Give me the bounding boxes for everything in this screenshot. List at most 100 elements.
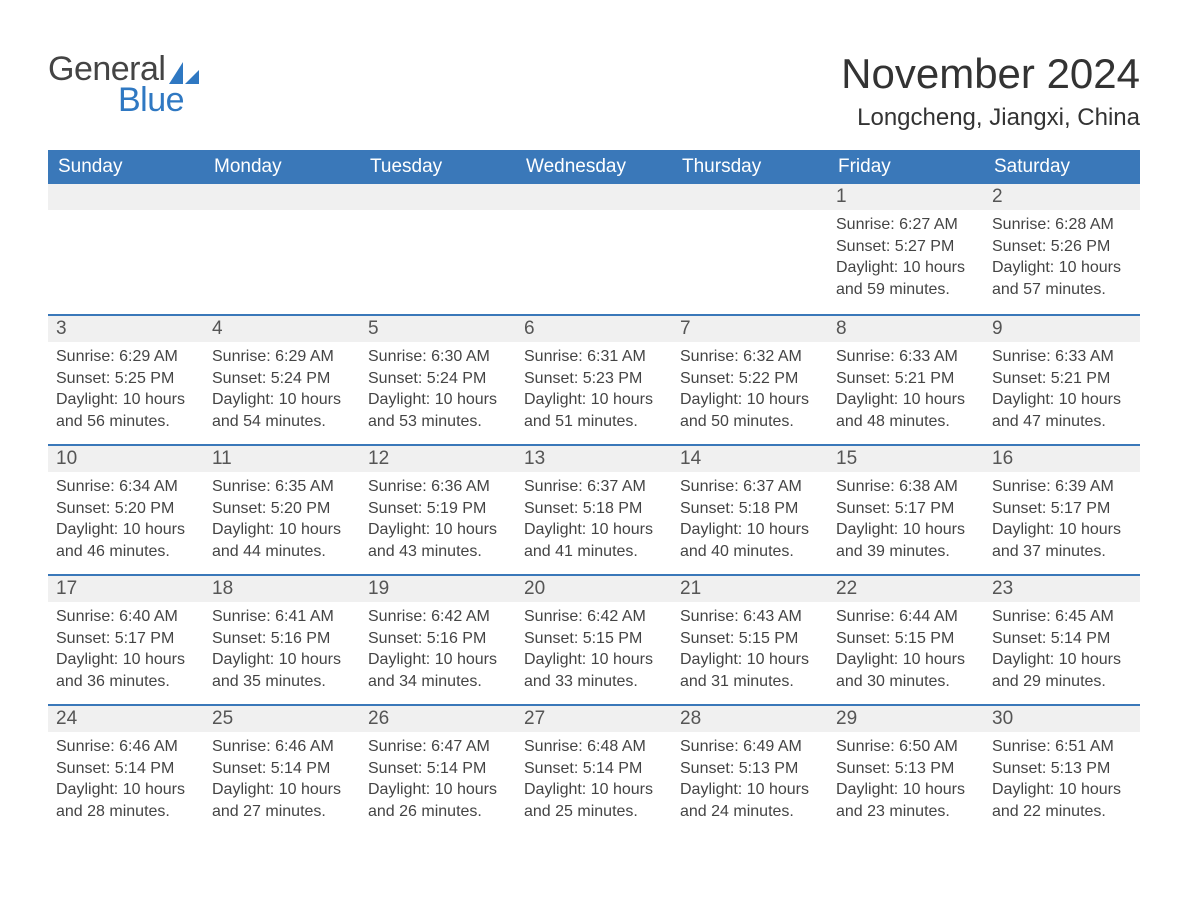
day-details: Sunrise: 6:30 AMSunset: 5:24 PMDaylight:… [360,342,516,440]
calendar-cell: 9Sunrise: 6:33 AMSunset: 5:21 PMDaylight… [984,314,1140,444]
calendar-week: 10Sunrise: 6:34 AMSunset: 5:20 PMDayligh… [48,444,1140,574]
day-number: 13 [516,444,672,472]
calendar-cell [516,184,672,314]
calendar-cell: 8Sunrise: 6:33 AMSunset: 5:21 PMDaylight… [828,314,984,444]
header-row: SundayMondayTuesdayWednesdayThursdayFrid… [48,150,1140,184]
day-details: Sunrise: 6:43 AMSunset: 5:15 PMDaylight:… [672,602,828,700]
daylight-line: Daylight: 10 hours and 47 minutes. [992,389,1132,432]
sunset-line: Sunset: 5:14 PM [368,758,508,780]
month-title: November 2024 [841,50,1140,98]
day-number: 29 [828,704,984,732]
day-header: Tuesday [360,150,516,184]
calendar-cell: 25Sunrise: 6:46 AMSunset: 5:14 PMDayligh… [204,704,360,834]
sunset-line: Sunset: 5:19 PM [368,498,508,520]
calendar-cell: 15Sunrise: 6:38 AMSunset: 5:17 PMDayligh… [828,444,984,574]
daylight-line: Daylight: 10 hours and 22 minutes. [992,779,1132,822]
day-header: Monday [204,150,360,184]
sunset-line: Sunset: 5:17 PM [56,628,196,650]
sunrise-line: Sunrise: 6:43 AM [680,606,820,628]
day-header: Wednesday [516,150,672,184]
day-details: Sunrise: 6:29 AMSunset: 5:25 PMDaylight:… [48,342,204,440]
daylight-line: Daylight: 10 hours and 37 minutes. [992,519,1132,562]
day-number-empty [672,184,828,210]
sunset-line: Sunset: 5:24 PM [368,368,508,390]
calendar-cell: 2Sunrise: 6:28 AMSunset: 5:26 PMDaylight… [984,184,1140,314]
daylight-line: Daylight: 10 hours and 23 minutes. [836,779,976,822]
day-number: 16 [984,444,1140,472]
daylight-line: Daylight: 10 hours and 30 minutes. [836,649,976,692]
sunset-line: Sunset: 5:21 PM [992,368,1132,390]
sunrise-line: Sunrise: 6:40 AM [56,606,196,628]
sunset-line: Sunset: 5:13 PM [680,758,820,780]
daylight-line: Daylight: 10 hours and 28 minutes. [56,779,196,822]
sunset-line: Sunset: 5:25 PM [56,368,196,390]
title-block: November 2024 Longcheng, Jiangxi, China [841,50,1140,132]
sunrise-line: Sunrise: 6:27 AM [836,214,976,236]
day-number: 20 [516,574,672,602]
daylight-line: Daylight: 10 hours and 46 minutes. [56,519,196,562]
daylight-line: Daylight: 10 hours and 51 minutes. [524,389,664,432]
daylight-line: Daylight: 10 hours and 25 minutes. [524,779,664,822]
sunset-line: Sunset: 5:18 PM [680,498,820,520]
day-number: 27 [516,704,672,732]
day-number-empty [360,184,516,210]
daylight-line: Daylight: 10 hours and 26 minutes. [368,779,508,822]
daylight-line: Daylight: 10 hours and 27 minutes. [212,779,352,822]
calendar-cell: 14Sunrise: 6:37 AMSunset: 5:18 PMDayligh… [672,444,828,574]
day-number-empty [516,184,672,210]
sunrise-line: Sunrise: 6:30 AM [368,346,508,368]
sunset-line: Sunset: 5:14 PM [56,758,196,780]
calendar-cell: 3Sunrise: 6:29 AMSunset: 5:25 PMDaylight… [48,314,204,444]
sunrise-line: Sunrise: 6:42 AM [524,606,664,628]
daylight-line: Daylight: 10 hours and 59 minutes. [836,257,976,300]
sunrise-line: Sunrise: 6:29 AM [212,346,352,368]
calendar-cell: 27Sunrise: 6:48 AMSunset: 5:14 PMDayligh… [516,704,672,834]
calendar-week: 24Sunrise: 6:46 AMSunset: 5:14 PMDayligh… [48,704,1140,834]
sunset-line: Sunset: 5:14 PM [992,628,1132,650]
calendar-week: 1Sunrise: 6:27 AMSunset: 5:27 PMDaylight… [48,184,1140,314]
day-number-empty [204,184,360,210]
sunset-line: Sunset: 5:15 PM [836,628,976,650]
calendar-cell: 17Sunrise: 6:40 AMSunset: 5:17 PMDayligh… [48,574,204,704]
day-details: Sunrise: 6:33 AMSunset: 5:21 PMDaylight:… [828,342,984,440]
day-details: Sunrise: 6:51 AMSunset: 5:13 PMDaylight:… [984,732,1140,830]
day-details: Sunrise: 6:37 AMSunset: 5:18 PMDaylight:… [672,472,828,570]
day-details: Sunrise: 6:44 AMSunset: 5:15 PMDaylight:… [828,602,984,700]
day-details: Sunrise: 6:35 AMSunset: 5:20 PMDaylight:… [204,472,360,570]
day-number: 21 [672,574,828,602]
sunrise-line: Sunrise: 6:28 AM [992,214,1132,236]
sunset-line: Sunset: 5:16 PM [212,628,352,650]
calendar-cell: 13Sunrise: 6:37 AMSunset: 5:18 PMDayligh… [516,444,672,574]
daylight-line: Daylight: 10 hours and 43 minutes. [368,519,508,562]
sunrise-line: Sunrise: 6:38 AM [836,476,976,498]
sunrise-line: Sunrise: 6:31 AM [524,346,664,368]
day-details: Sunrise: 6:27 AMSunset: 5:27 PMDaylight:… [828,210,984,308]
day-details: Sunrise: 6:49 AMSunset: 5:13 PMDaylight:… [672,732,828,830]
day-number: 15 [828,444,984,472]
sunrise-line: Sunrise: 6:42 AM [368,606,508,628]
daylight-line: Daylight: 10 hours and 24 minutes. [680,779,820,822]
sunrise-line: Sunrise: 6:34 AM [56,476,196,498]
sunset-line: Sunset: 5:20 PM [56,498,196,520]
sunrise-line: Sunrise: 6:46 AM [56,736,196,758]
day-number: 6 [516,314,672,342]
location: Longcheng, Jiangxi, China [841,104,1140,132]
daylight-line: Daylight: 10 hours and 35 minutes. [212,649,352,692]
sunrise-line: Sunrise: 6:37 AM [524,476,664,498]
daylight-line: Daylight: 10 hours and 33 minutes. [524,649,664,692]
calendar-cell: 20Sunrise: 6:42 AMSunset: 5:15 PMDayligh… [516,574,672,704]
sunrise-line: Sunrise: 6:36 AM [368,476,508,498]
sunrise-line: Sunrise: 6:37 AM [680,476,820,498]
day-details: Sunrise: 6:46 AMSunset: 5:14 PMDaylight:… [204,732,360,830]
daylight-line: Daylight: 10 hours and 56 minutes. [56,389,196,432]
sunset-line: Sunset: 5:22 PM [680,368,820,390]
calendar-cell: 4Sunrise: 6:29 AMSunset: 5:24 PMDaylight… [204,314,360,444]
day-number: 19 [360,574,516,602]
calendar-cell: 18Sunrise: 6:41 AMSunset: 5:16 PMDayligh… [204,574,360,704]
day-number: 26 [360,704,516,732]
day-details: Sunrise: 6:46 AMSunset: 5:14 PMDaylight:… [48,732,204,830]
calendar-cell: 28Sunrise: 6:49 AMSunset: 5:13 PMDayligh… [672,704,828,834]
sunrise-line: Sunrise: 6:44 AM [836,606,976,628]
logo: General Blue [48,50,199,120]
day-number: 2 [984,184,1140,210]
